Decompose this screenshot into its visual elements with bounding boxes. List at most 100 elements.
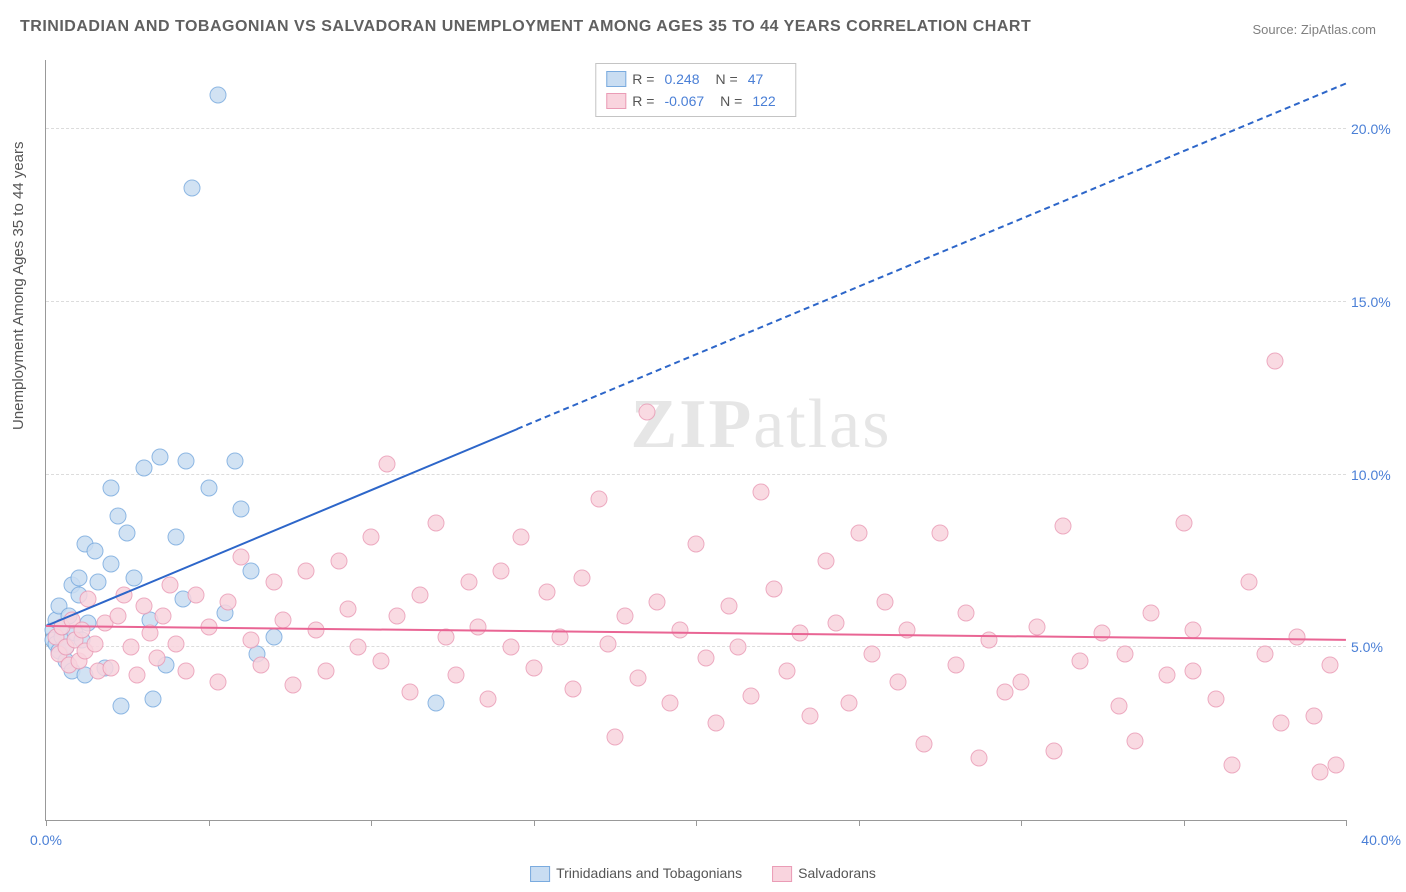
data-point-salvadorans: [801, 708, 818, 725]
data-point-salvadorans: [210, 673, 227, 690]
data-point-salvadorans: [402, 684, 419, 701]
x-tick: [1021, 820, 1022, 826]
data-point-salvadorans: [1273, 715, 1290, 732]
data-point-salvadorans: [931, 525, 948, 542]
data-point-salvadorans: [447, 666, 464, 683]
data-point-salvadorans: [389, 608, 406, 625]
data-point-salvadorans: [1185, 622, 1202, 639]
trend-line: [46, 625, 1346, 641]
y-tick-label: 20.0%: [1351, 121, 1401, 137]
data-point-salvadorans: [1328, 756, 1345, 773]
data-point-salvadorans: [330, 552, 347, 569]
data-point-salvadorans: [720, 597, 737, 614]
y-axis-label: Unemployment Among Ages 35 to 44 years: [10, 141, 27, 430]
data-point-salvadorans: [779, 663, 796, 680]
data-point-trinidadians: [112, 698, 129, 715]
data-point-salvadorans: [818, 552, 835, 569]
data-point-trinidadians: [242, 563, 259, 580]
data-point-salvadorans: [1117, 646, 1134, 663]
data-point-salvadorans: [86, 635, 103, 652]
data-point-salvadorans: [863, 646, 880, 663]
data-point-salvadorans: [379, 456, 396, 473]
y-tick-label: 5.0%: [1351, 639, 1401, 655]
data-point-trinidadians: [428, 694, 445, 711]
data-point-salvadorans: [1305, 708, 1322, 725]
data-point-salvadorans: [525, 660, 542, 677]
y-tick-label: 10.0%: [1351, 467, 1401, 483]
data-point-salvadorans: [1029, 618, 1046, 635]
data-point-salvadorans: [889, 673, 906, 690]
data-point-salvadorans: [1256, 646, 1273, 663]
data-point-salvadorans: [707, 715, 724, 732]
data-point-salvadorans: [307, 622, 324, 639]
data-point-trinidadians: [200, 480, 217, 497]
legend-item-trinidadians: Trinidadians and Tobagonians: [530, 865, 742, 882]
data-point-salvadorans: [564, 680, 581, 697]
data-point-salvadorans: [252, 656, 269, 673]
data-point-trinidadians: [103, 556, 120, 573]
data-point-salvadorans: [649, 594, 666, 611]
legend-item-salvadorans: Salvadorans: [772, 865, 876, 882]
gridline: [46, 474, 1346, 475]
plot-area: ZIPatlas R = 0.248 N = 47 R = -0.067 N =…: [45, 60, 1346, 821]
data-point-salvadorans: [730, 639, 747, 656]
data-point-trinidadians: [226, 452, 243, 469]
trend-line: [517, 82, 1347, 429]
watermark: ZIPatlas: [631, 385, 892, 465]
data-point-salvadorans: [480, 691, 497, 708]
data-point-salvadorans: [103, 660, 120, 677]
data-point-salvadorans: [876, 594, 893, 611]
data-point-trinidadians: [184, 179, 201, 196]
stats-row-salvadorans: R = -0.067 N = 122: [606, 90, 785, 112]
data-point-salvadorans: [177, 663, 194, 680]
x-tick: [859, 820, 860, 826]
x-tick: [534, 820, 535, 826]
data-point-salvadorans: [168, 635, 185, 652]
data-point-salvadorans: [616, 608, 633, 625]
data-point-trinidadians: [210, 86, 227, 103]
data-point-trinidadians: [135, 459, 152, 476]
data-point-salvadorans: [350, 639, 367, 656]
x-tick: [46, 820, 47, 826]
x-tick-label: 40.0%: [1361, 832, 1401, 848]
trend-line: [46, 428, 518, 627]
data-point-salvadorans: [766, 580, 783, 597]
data-point-salvadorans: [73, 622, 90, 639]
data-point-salvadorans: [1045, 742, 1062, 759]
data-point-salvadorans: [827, 615, 844, 632]
data-point-salvadorans: [317, 663, 334, 680]
data-point-salvadorans: [1240, 573, 1257, 590]
data-point-trinidadians: [151, 449, 168, 466]
data-point-salvadorans: [671, 622, 688, 639]
data-point-salvadorans: [639, 404, 656, 421]
data-point-salvadorans: [743, 687, 760, 704]
data-point-trinidadians: [90, 573, 107, 590]
data-point-salvadorans: [574, 570, 591, 587]
x-tick: [1184, 820, 1185, 826]
data-point-salvadorans: [538, 584, 555, 601]
data-point-salvadorans: [242, 632, 259, 649]
data-point-salvadorans: [129, 666, 146, 683]
chart-title: TRINIDADIAN AND TOBAGONIAN VS SALVADORAN…: [20, 18, 1031, 36]
data-point-trinidadians: [119, 525, 136, 542]
data-point-salvadorans: [512, 528, 529, 545]
data-point-salvadorans: [1110, 698, 1127, 715]
data-point-salvadorans: [1266, 352, 1283, 369]
data-point-salvadorans: [606, 729, 623, 746]
data-point-salvadorans: [1126, 732, 1143, 749]
data-point-salvadorans: [298, 563, 315, 580]
data-point-salvadorans: [590, 490, 607, 507]
data-point-salvadorans: [1094, 625, 1111, 642]
data-point-salvadorans: [1175, 514, 1192, 531]
data-point-salvadorans: [187, 587, 204, 604]
data-point-salvadorans: [135, 597, 152, 614]
data-point-salvadorans: [688, 535, 705, 552]
data-point-salvadorans: [1321, 656, 1338, 673]
x-tick: [1346, 820, 1347, 826]
data-point-salvadorans: [109, 608, 126, 625]
data-point-salvadorans: [460, 573, 477, 590]
data-point-salvadorans: [970, 749, 987, 766]
source-label: Source: ZipAtlas.com: [1252, 22, 1376, 37]
data-point-salvadorans: [850, 525, 867, 542]
data-point-trinidadians: [103, 480, 120, 497]
